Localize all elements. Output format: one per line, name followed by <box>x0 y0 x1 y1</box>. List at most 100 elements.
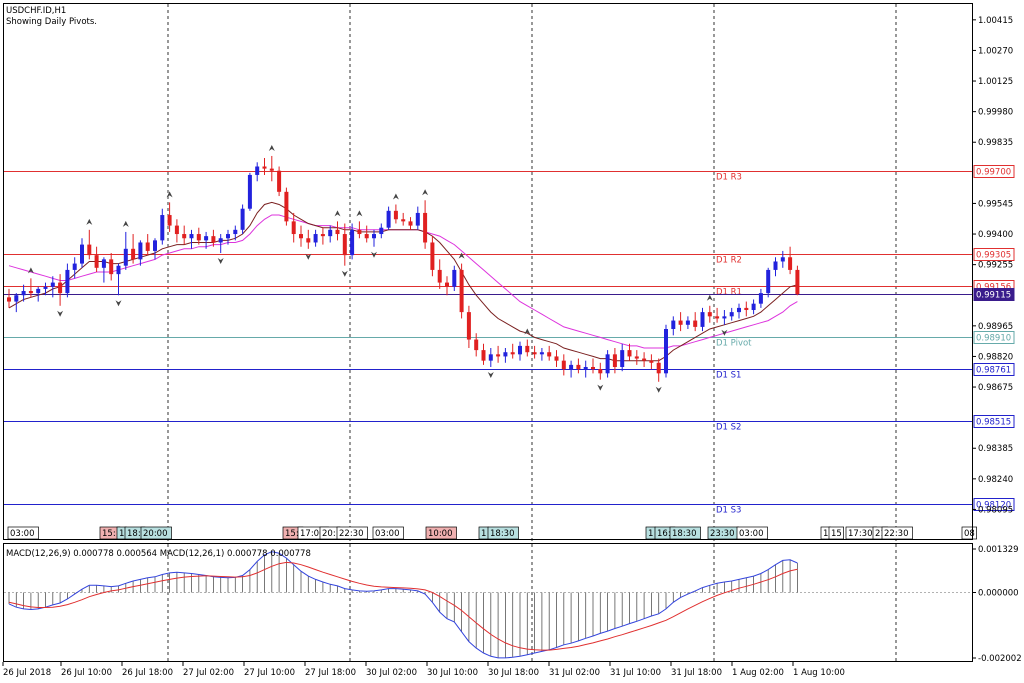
fractal-up-45 <box>334 210 341 217</box>
candle-72 <box>532 345 537 359</box>
candle-68 <box>503 348 508 363</box>
candle-42 <box>313 229 318 247</box>
candle-99 <box>729 307 734 321</box>
x-tick-label-4: 27 Jul 10:00 <box>244 668 295 678</box>
candle-0 <box>7 288 11 308</box>
candle-61 <box>452 265 457 292</box>
candle-96 <box>707 305 712 323</box>
pivot-name-2: D1 R1 <box>716 288 742 298</box>
pivot-price-label-3: 0.99115 <box>976 291 1011 301</box>
pivot-name-4: D1 Pivot <box>716 339 752 349</box>
candle-35 <box>262 158 267 175</box>
x-tick-label-8: 30 Jul 18:00 <box>488 668 539 678</box>
candle-100 <box>737 303 741 319</box>
candles <box>7 155 800 382</box>
y-tick-label-4: 0.99835 <box>978 138 1013 148</box>
pivot-price-tag-0 <box>973 165 1015 178</box>
candle-11 <box>87 229 92 260</box>
candle-47 <box>350 223 355 260</box>
y-tick-label-3: 0.99980 <box>978 108 1013 118</box>
pivot-price-tag-5 <box>973 363 1015 376</box>
candle-81 <box>598 362 603 380</box>
candle-8 <box>65 263 70 298</box>
candle-49 <box>364 225 369 243</box>
macd-panel <box>4 551 972 659</box>
macd-signal-line <box>8 561 798 651</box>
candle-55 <box>408 217 413 230</box>
candle-17 <box>131 234 136 264</box>
fractal-down-46 <box>341 270 348 277</box>
candle-86 <box>634 350 639 365</box>
candle-18 <box>138 240 143 266</box>
candle-57 <box>423 200 428 249</box>
y-tick-label-6: 0.99400 <box>978 230 1013 240</box>
candle-95 <box>700 307 705 332</box>
candle-64 <box>474 333 479 357</box>
candle-106 <box>780 250 785 268</box>
fractal-down-41 <box>305 253 312 260</box>
y-tick-label-10: 0.98675 <box>978 383 1013 393</box>
candle-14 <box>109 253 114 281</box>
x-tick-label-12: 1 Aug 02:00 <box>732 668 784 678</box>
candle-19 <box>145 234 150 256</box>
y-tick-label-5: 0.99545 <box>978 199 1013 209</box>
fractal-down-50 <box>371 251 377 258</box>
time-marker-4: 20:00 <box>143 529 168 539</box>
candle-20 <box>153 238 157 260</box>
y-tick-label-9: 0.98820 <box>978 352 1013 362</box>
fractal-down-98 <box>721 329 728 336</box>
candle-94 <box>693 312 698 332</box>
x-tick-label-1: 26 Jul 10:00 <box>61 668 112 678</box>
candle-62 <box>459 263 464 319</box>
time-marker-12: 18:30 <box>490 529 515 539</box>
candle-30 <box>226 229 230 245</box>
pivot-name-6: D1 S2 <box>716 423 741 433</box>
candle-45 <box>335 221 340 241</box>
candle-7 <box>58 274 63 306</box>
fractal-up-3 <box>27 267 34 274</box>
x-tick-label-10: 31 Jul 10:00 <box>610 668 661 678</box>
candle-73 <box>539 348 544 361</box>
candle-39 <box>291 212 296 243</box>
pivot-price-label-2: 0.99156 <box>976 283 1011 293</box>
candle-90 <box>664 324 668 378</box>
candle-102 <box>751 299 756 315</box>
candle-31 <box>233 225 238 241</box>
candle-82 <box>605 350 610 378</box>
candle-98 <box>722 310 727 325</box>
fractal-down-15 <box>115 300 122 307</box>
pivot-price-label-5: 0.98761 <box>976 366 1011 376</box>
time-marker-10: 10:00 <box>428 529 453 539</box>
candle-53 <box>393 204 398 224</box>
candle-21 <box>160 208 165 245</box>
candle-2 <box>21 284 26 302</box>
x-tick-label-3: 27 Jul 02:00 <box>183 668 234 678</box>
candle-87 <box>642 352 647 367</box>
y-tick-label-13: 0.98095 <box>978 505 1013 515</box>
candle-89 <box>656 358 661 382</box>
candle-40 <box>299 225 303 247</box>
pivot-price-tag-6 <box>973 415 1015 428</box>
candle-105 <box>773 257 778 277</box>
candle-76 <box>561 354 566 376</box>
candle-77 <box>569 360 574 378</box>
pivot-price-label-0: 0.99700 <box>976 168 1011 178</box>
x-tick-label-5: 27 Jul 18:00 <box>305 668 356 678</box>
candle-84 <box>620 343 625 372</box>
time-marker-14: 16: <box>657 529 671 539</box>
macd-line <box>8 551 798 659</box>
pivot-price-tag-1 <box>973 248 1015 261</box>
candle-15 <box>116 263 121 296</box>
candle-75 <box>554 350 559 367</box>
candle-79 <box>583 360 588 378</box>
time-marker-22: 22:30 <box>884 529 909 539</box>
fractal-up-96 <box>706 294 713 301</box>
candle-71 <box>525 339 530 357</box>
y-tick-label-11: 0.98385 <box>978 444 1013 454</box>
pivot-price-label-6: 0.98515 <box>976 418 1011 428</box>
candle-74 <box>547 345 552 361</box>
pivot-price-label-1: 0.99305 <box>976 251 1011 261</box>
time-marker-5: 15: <box>285 529 299 539</box>
